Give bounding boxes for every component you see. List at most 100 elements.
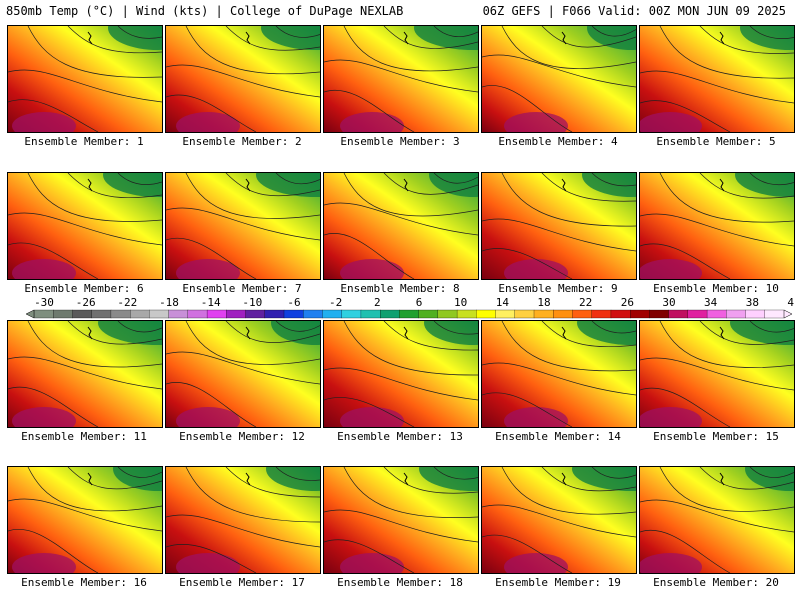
colorbar-swatch bbox=[572, 309, 593, 319]
hot-spot bbox=[340, 407, 404, 427]
colorbar-swatch bbox=[322, 309, 343, 319]
contour-line bbox=[482, 392, 573, 427]
contour-line bbox=[343, 467, 478, 518]
ensemble-member-caption: Ensemble Member: 8 bbox=[340, 282, 460, 295]
colorbar-swatch bbox=[630, 309, 650, 319]
contour-line bbox=[640, 243, 731, 279]
contour-line bbox=[27, 173, 162, 222]
contour-line bbox=[640, 529, 731, 573]
contour-line bbox=[640, 70, 794, 104]
contour-line bbox=[433, 26, 478, 38]
contour-line bbox=[324, 397, 415, 427]
colorbar-swatch bbox=[283, 309, 304, 319]
contour-line bbox=[324, 509, 478, 543]
colorbar-tick-label: -2 bbox=[329, 296, 342, 309]
colorbar-swatch bbox=[72, 309, 93, 319]
contour-line bbox=[8, 498, 162, 532]
cool-region bbox=[256, 173, 320, 197]
colorbar-tick-label: 2 bbox=[374, 296, 381, 309]
contour-line bbox=[343, 321, 478, 376]
coastline bbox=[245, 178, 251, 192]
contour-line bbox=[659, 26, 794, 79]
colorbar-swatch bbox=[226, 309, 246, 319]
hot-spot bbox=[504, 112, 568, 132]
ensemble-member-map bbox=[7, 320, 163, 428]
ensemble-member-caption: Ensemble Member: 13 bbox=[337, 430, 463, 443]
colorbar-tick-label: 38 bbox=[746, 296, 759, 309]
coastline bbox=[245, 472, 251, 486]
contour-line bbox=[27, 321, 162, 368]
ensemble-member-caption: Ensemble Member: 16 bbox=[21, 576, 147, 589]
contour-line bbox=[8, 69, 162, 103]
coastline bbox=[87, 326, 93, 340]
ensemble-member-map bbox=[323, 466, 479, 574]
hot-spot bbox=[640, 407, 702, 427]
ensemble-member-map bbox=[7, 466, 163, 574]
colorbar-swatch bbox=[437, 309, 458, 319]
contour-line bbox=[324, 89, 415, 132]
hot-spot bbox=[504, 553, 568, 573]
ensemble-member-map bbox=[639, 320, 795, 428]
cool-region bbox=[103, 173, 162, 197]
coastline bbox=[561, 31, 567, 45]
contour-line bbox=[749, 173, 794, 186]
contour-line bbox=[117, 173, 162, 185]
contour-line bbox=[324, 539, 415, 573]
contour-line bbox=[501, 467, 636, 515]
contour-line bbox=[8, 242, 99, 279]
contour-line bbox=[501, 26, 636, 69]
colorbar-swatch bbox=[206, 309, 227, 319]
hot-spot bbox=[504, 407, 568, 427]
cool-region bbox=[730, 321, 794, 345]
contour-line bbox=[225, 26, 320, 51]
colorbar-tick-label: -14 bbox=[201, 296, 221, 309]
contour-line bbox=[166, 237, 257, 279]
contour-line bbox=[8, 356, 162, 390]
colorbar-swatch bbox=[706, 309, 727, 319]
contour-line bbox=[640, 213, 794, 247]
contour-line bbox=[275, 467, 320, 481]
coastline bbox=[403, 326, 409, 340]
hot-spot bbox=[640, 259, 702, 279]
colorbar-swatch bbox=[745, 309, 766, 319]
contour-line bbox=[8, 529, 99, 573]
colorbar-swatch bbox=[130, 309, 150, 319]
colorbar-tick-label: -10 bbox=[242, 296, 262, 309]
contour-line bbox=[324, 202, 478, 236]
colorbar-swatch bbox=[687, 309, 708, 319]
ensemble-member-caption: Ensemble Member: 17 bbox=[179, 576, 305, 589]
colorbar-tick-label: -6 bbox=[287, 296, 300, 309]
contour-line bbox=[482, 534, 573, 573]
contour-line bbox=[591, 173, 636, 187]
hot-spot bbox=[340, 112, 404, 132]
contour-line bbox=[501, 321, 636, 372]
hot-spot bbox=[176, 259, 240, 279]
contour-line bbox=[699, 467, 794, 490]
coastline bbox=[245, 326, 251, 340]
colorbar-swatch bbox=[341, 309, 362, 319]
coastline bbox=[719, 31, 725, 45]
ensemble-member-caption: Ensemble Member: 6 bbox=[24, 282, 144, 295]
contour-line bbox=[343, 173, 478, 217]
ensemble-member-caption: Ensemble Member: 10 bbox=[653, 282, 779, 295]
ensemble-member-map bbox=[165, 466, 321, 574]
ensemble-member-map bbox=[7, 25, 163, 133]
contour-line bbox=[8, 99, 99, 132]
contour-line bbox=[501, 173, 636, 227]
contour-line bbox=[67, 467, 162, 490]
coastline bbox=[719, 326, 725, 340]
contour-line bbox=[433, 173, 478, 184]
ensemble-member-map bbox=[7, 172, 163, 280]
colorbar-swatch bbox=[495, 309, 516, 319]
contour-line bbox=[541, 321, 636, 348]
colorbar-swatch bbox=[360, 309, 381, 319]
colorbar-swatch bbox=[533, 309, 554, 319]
colorbar-tick-label: 34 bbox=[704, 296, 718, 309]
contour-line bbox=[541, 173, 636, 202]
contour-line bbox=[541, 26, 636, 48]
colorbar-tick-label: 18 bbox=[537, 296, 550, 309]
ensemble-member-map bbox=[639, 172, 795, 280]
colorbar-swatch bbox=[187, 309, 208, 319]
ensemble-member-caption: Ensemble Member: 4 bbox=[498, 135, 618, 148]
colorbar-swatch bbox=[668, 309, 689, 319]
